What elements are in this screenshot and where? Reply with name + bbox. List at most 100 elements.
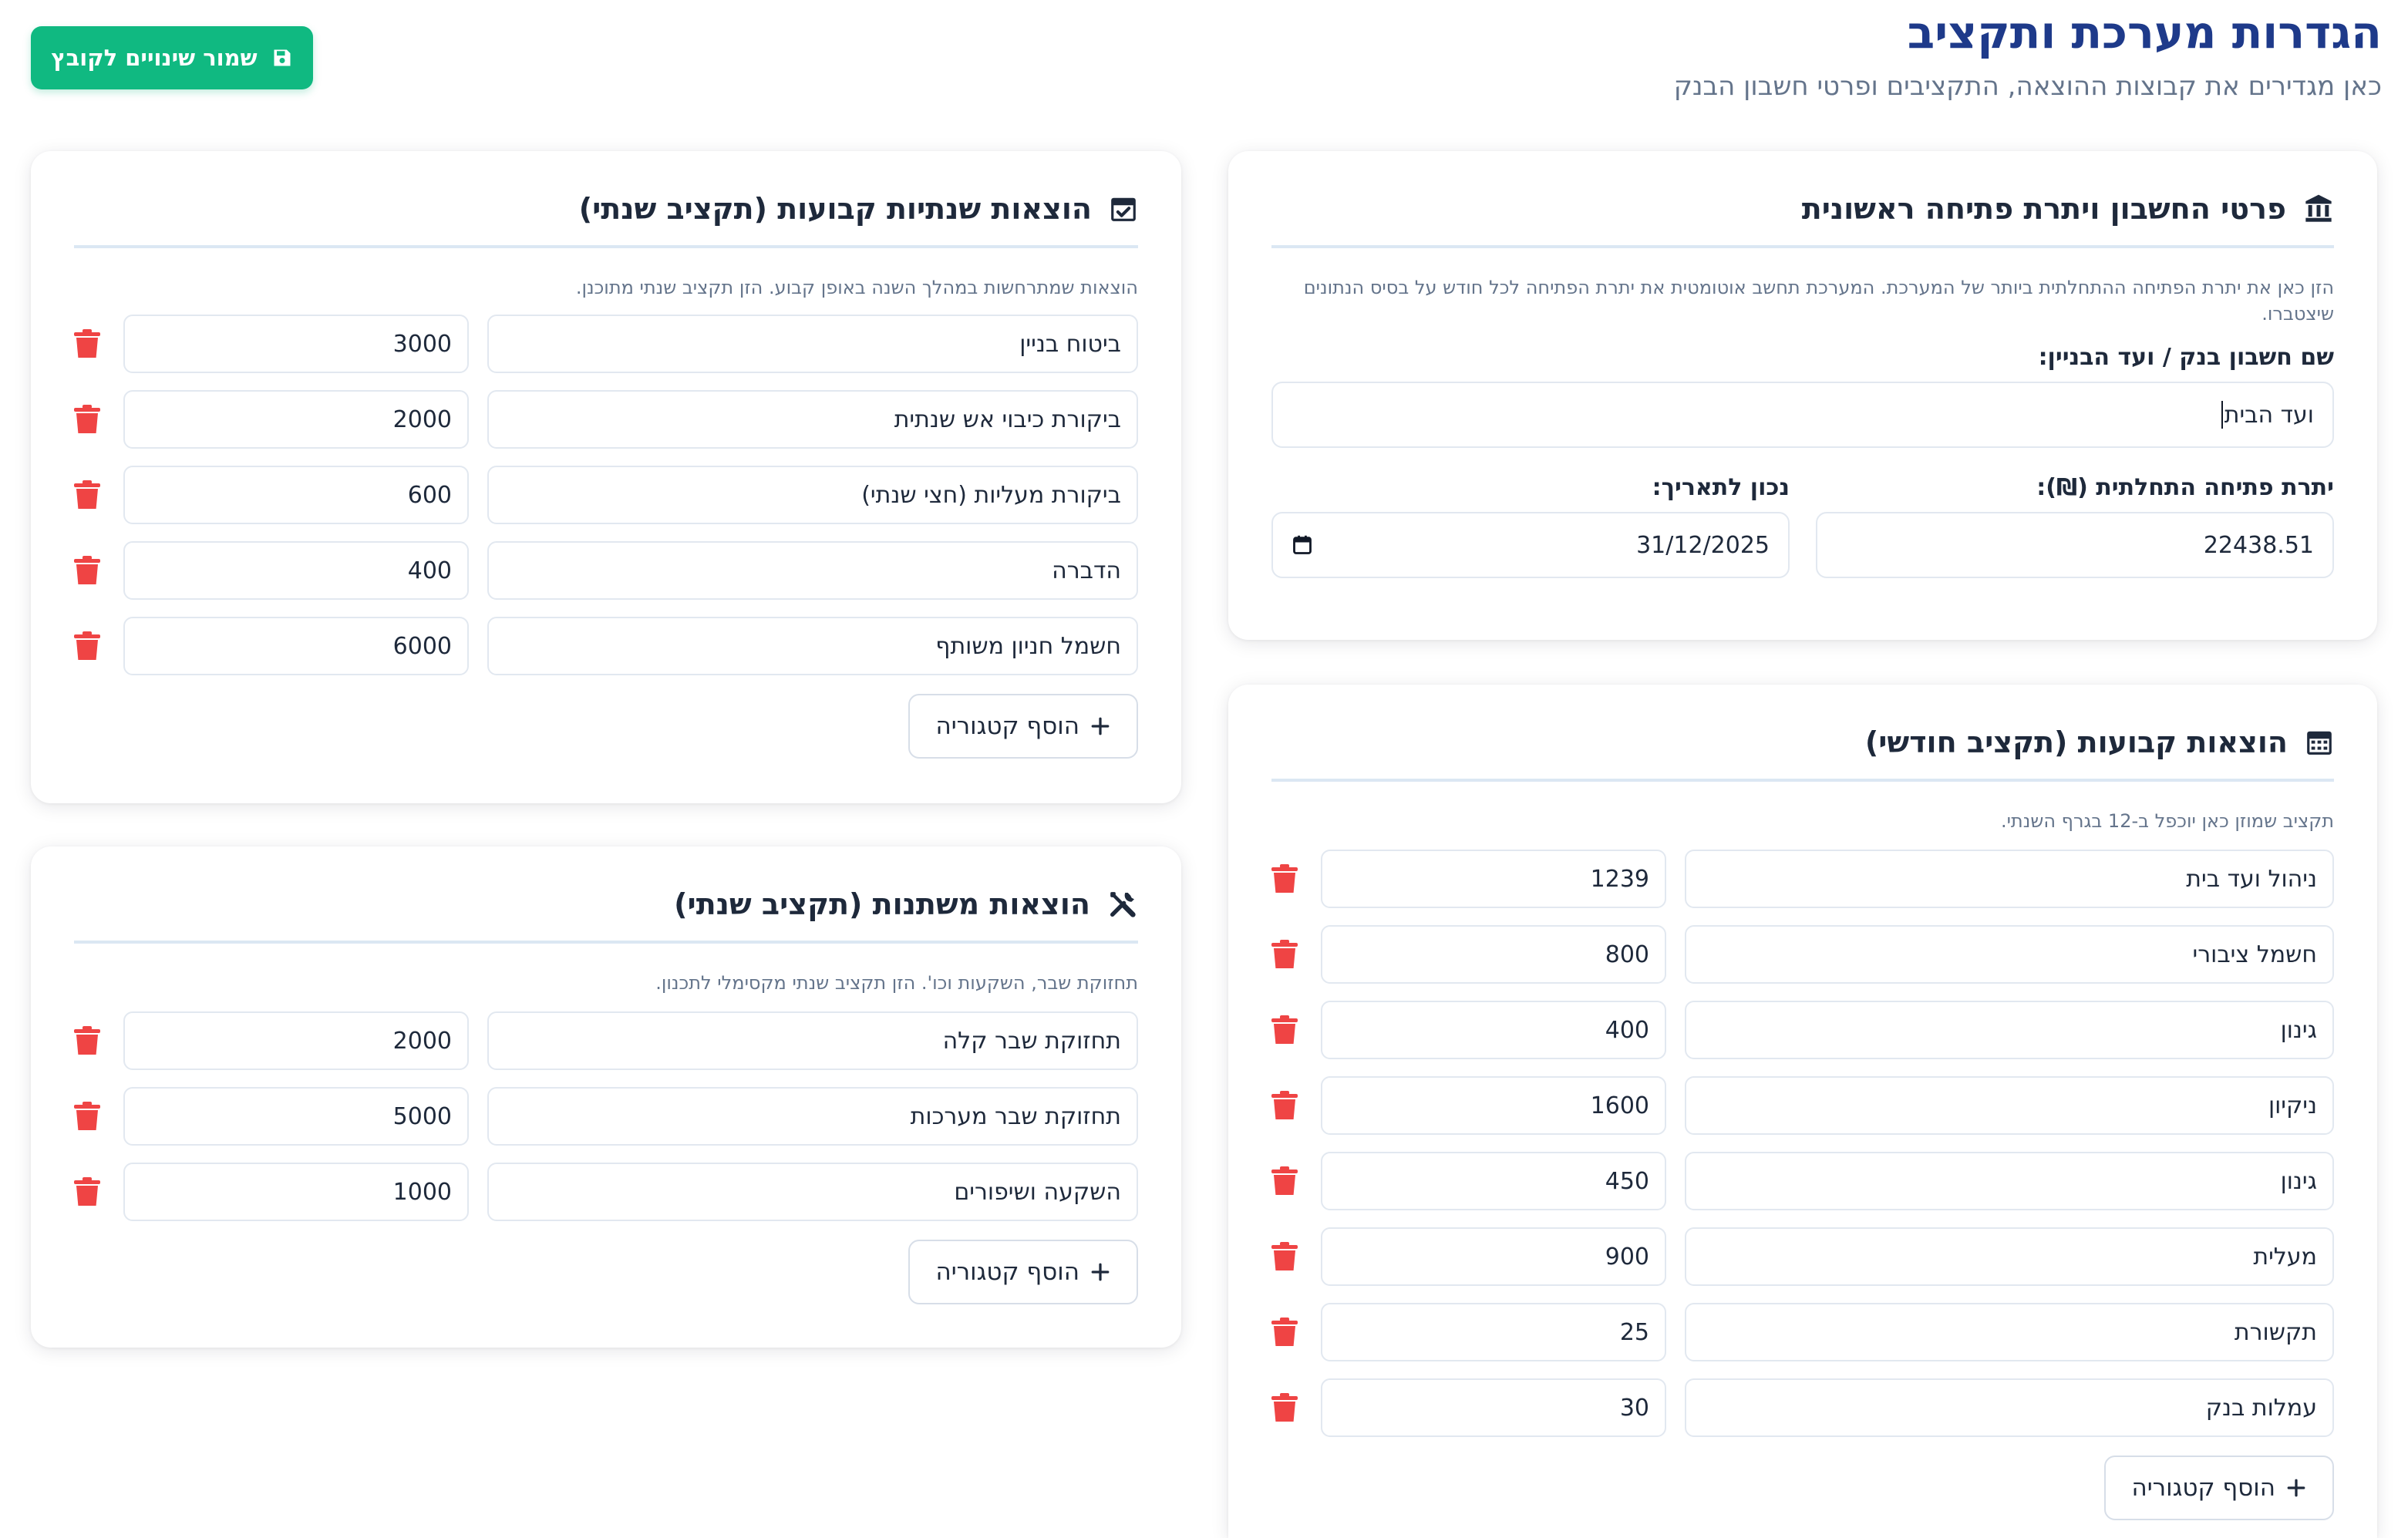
budget-row: ביטוח בניין 3000 [74,315,1138,373]
trash-icon[interactable] [74,555,100,586]
category-amount-input[interactable]: 400 [123,541,469,600]
plus-icon [1090,716,1110,736]
annual-fixed-title: הוצאות שנתיות קבועות (תקציב שנתי) [578,192,1092,226]
budget-row: השקעה ושיפורים 1000 [74,1163,1138,1221]
category-name-input[interactable]: השקעה ושיפורים [487,1163,1138,1221]
category-name-input[interactable]: חשמל חניון משותף [487,617,1138,675]
budget-row: גינון 450 [1271,1152,2334,1210]
account-name-value: ועד הבית [2224,401,2314,429]
category-amount-input[interactable]: 900 [1321,1227,1666,1286]
category-name-input[interactable]: חשמל ציבורי [1685,925,2334,984]
category-amount-input[interactable]: 6000 [123,617,469,675]
budget-row: חשמל ציבורי 800 [1271,925,2334,984]
annual-add-wrap: הוסף קטגוריה [74,694,1138,759]
account-card-header: פרטי החשבון ויתרת פתיחה ראשונית [1271,151,2334,248]
account-name-label: שם חשבון בנק / ועד הבניין: [2038,344,2334,371]
category-name-input[interactable]: ביקורת מעליות (חצי שנתי) [487,466,1138,524]
trash-icon[interactable] [74,631,100,661]
category-name-input[interactable]: גינון [1685,1152,2334,1210]
category-name-input[interactable]: תקשורת [1685,1303,2334,1361]
add-category-button[interactable]: הוסף קטגוריה [2103,1456,2334,1520]
opening-balance-value: 22438.51 [2203,531,2314,559]
account-card: פרטי החשבון ויתרת פתיחה ראשונית הזן כאן … [1228,151,2377,640]
annual-fixed-header: הוצאות שנתיות קבועות (תקציב שנתי) [74,151,1138,248]
category-name-input[interactable]: הדברה [487,541,1138,600]
plus-icon [2286,1478,2306,1498]
category-name-input[interactable]: תחזוקת שבר מערכות [487,1087,1138,1146]
budget-row: ביקורת כיבוי אש שנתית 2000 [74,390,1138,449]
monthly-fixed-card: הוצאות קבועות (תקציב חודשי) תקציב שמוזן … [1228,685,2377,1538]
category-name-input[interactable]: ניקיון [1685,1076,2334,1135]
add-category-label: הוסף קטגוריה [935,712,1080,740]
trash-icon[interactable] [74,328,100,359]
category-amount-input[interactable]: 450 [1321,1152,1666,1210]
budget-row: ביקורת מעליות (חצי שנתי) 600 [74,466,1138,524]
opening-balance-label: יתרת פתיחה התחלתית (₪): [2036,474,2334,501]
save-to-file-button[interactable]: שמור שינויים לקובץ [31,26,313,89]
category-amount-input[interactable]: 2000 [123,1011,469,1070]
monthly-add-wrap: הוסף קטגוריה [1271,1456,2334,1520]
opening-balance-input[interactable]: 22438.51 [1816,512,2334,578]
calendar-icon [2305,727,2334,758]
variable-expenses-header: הוצאות משתנות (תקציב שנתי) [74,846,1138,944]
category-amount-input[interactable]: 400 [1321,1001,1666,1059]
category-amount-input[interactable]: 600 [123,466,469,524]
category-name-input[interactable]: מעלית [1685,1227,2334,1286]
category-name-input[interactable]: ביטוח בניין [487,315,1138,373]
as-of-date-input[interactable]: 31/12/2025 [1271,512,1790,578]
category-amount-input[interactable]: 1000 [123,1163,469,1221]
category-amount-input[interactable]: 1239 [1321,850,1666,908]
variable-expenses-list: תחזוקת שבר קלה 2000 תחזוקת שבר מערכות 5000… [74,1011,1138,1221]
trash-icon[interactable] [74,480,100,510]
category-amount-input[interactable]: 800 [1321,925,1666,984]
trash-icon[interactable] [1271,939,1298,970]
trash-icon[interactable] [1271,1317,1298,1348]
category-amount-input[interactable]: 25 [1321,1303,1666,1361]
trash-icon[interactable] [1271,1392,1298,1423]
page-title: הגדרות מערכת ותקציב [1907,6,2382,59]
trash-icon[interactable] [1271,1166,1298,1196]
add-category-button[interactable]: הוסף קטגוריה [908,694,1138,759]
calendar-picker-icon[interactable] [1292,534,1313,556]
as-of-date-label: נכון לתאריך: [1652,474,1790,501]
add-category-button[interactable]: הוסף קטגוריה [908,1240,1138,1304]
category-amount-input[interactable]: 30 [1321,1378,1666,1437]
category-name-input[interactable]: תחזוקת שבר קלה [487,1011,1138,1070]
as-of-date-value: 31/12/2025 [1636,531,1770,559]
category-amount-input[interactable]: 2000 [123,390,469,449]
trash-icon[interactable] [1271,863,1298,894]
category-amount-input[interactable]: 5000 [123,1087,469,1146]
trash-icon[interactable] [74,1101,100,1132]
bank-icon [2303,194,2334,224]
balance-date-row: יתרת פתיחה התחלתית (₪): 22438.51 נכון לת… [1271,474,2334,578]
category-amount-input[interactable]: 3000 [123,315,469,373]
annual-fixed-description: הוצאות שמתרחשות במהלך השנה באופן קבוע. ה… [575,277,1138,298]
text-caret [2221,401,2223,429]
category-amount-input[interactable]: 1600 [1321,1076,1666,1135]
trash-icon[interactable] [74,1025,100,1056]
category-name-input[interactable]: ניהול ועד בית [1685,850,2334,908]
trash-icon[interactable] [74,1176,100,1207]
trash-icon[interactable] [1271,1015,1298,1045]
save-button-label: שמור שינויים לקובץ [51,45,258,71]
variable-expenses-card: הוצאות משתנות (תקציב שנתי) תחזוקת שבר, ה… [31,846,1181,1348]
category-name-input[interactable]: גינון [1685,1001,2334,1059]
budget-row: עמלות בנק 30 [1271,1378,2334,1437]
as-of-date-group: נכון לתאריך: 31/12/2025 [1271,474,1790,578]
trash-icon[interactable] [1271,1090,1298,1121]
trash-icon[interactable] [74,404,100,435]
variable-expenses-description: תחזוקת שבר, השקעות וכו'. הזן תקציב שנתי … [655,972,1138,994]
budget-row: ניקיון 1600 [1271,1076,2334,1135]
account-name-input[interactable]: ועד הבית [1271,382,2334,448]
opening-balance-group: יתרת פתיחה התחלתית (₪): 22438.51 [1816,474,2334,578]
budget-row: תחזוקת שבר קלה 2000 [74,1011,1138,1070]
floppy-disk-icon [271,47,293,69]
add-category-label: הוסף קטגוריה [2131,1474,2276,1502]
budget-row: תחזוקת שבר מערכות 5000 [74,1087,1138,1146]
calendar-check-icon [1109,194,1138,224]
budget-row: חשמל חניון משותף 6000 [74,617,1138,675]
variable-add-wrap: הוסף קטגוריה [74,1240,1138,1304]
trash-icon[interactable] [1271,1241,1298,1272]
category-name-input[interactable]: עמלות בנק [1685,1378,2334,1437]
category-name-input[interactable]: ביקורת כיבוי אש שנתית [487,390,1138,449]
